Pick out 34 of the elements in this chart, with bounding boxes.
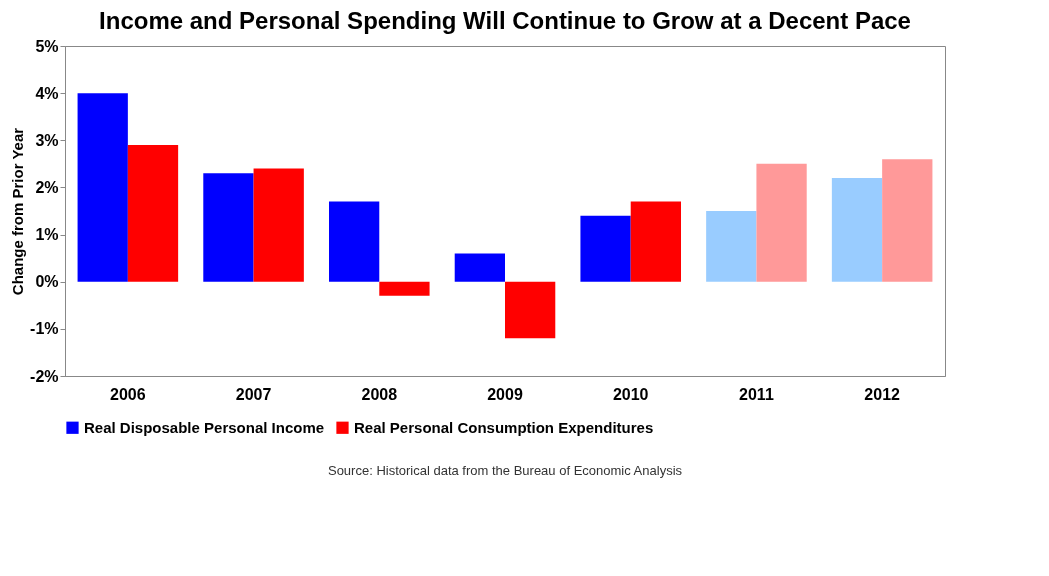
y-tick-label: 1% bbox=[35, 226, 59, 244]
legend-label: Real Personal Consumption Expenditures bbox=[354, 418, 654, 436]
bar bbox=[77, 93, 128, 282]
bar bbox=[329, 201, 380, 282]
bar bbox=[630, 201, 681, 282]
y-tick-label: -1% bbox=[30, 320, 59, 338]
bar bbox=[882, 159, 933, 282]
x-tick-label: 2009 bbox=[487, 385, 523, 403]
y-axis-title: Change from Prior Year bbox=[9, 127, 27, 296]
bar bbox=[127, 145, 179, 282]
y-tick-label: 4% bbox=[35, 84, 59, 102]
x-tick-label: 2011 bbox=[739, 385, 774, 403]
x-tick-label: 2010 bbox=[612, 385, 649, 403]
bar bbox=[831, 178, 883, 282]
bar bbox=[454, 253, 505, 282]
y-tick-label: 3% bbox=[35, 131, 59, 149]
x-tick-label: 2006 bbox=[110, 385, 146, 403]
chart-title: Income and Personal Spending Will Continue to Grow at a Decent Pace bbox=[99, 7, 911, 34]
y-tick-label: -2% bbox=[30, 367, 59, 385]
bar bbox=[505, 281, 556, 339]
bar bbox=[756, 163, 807, 282]
source-note: Source: Historical data from the Bureau of Economic Analysis bbox=[327, 463, 683, 478]
bar bbox=[203, 173, 254, 282]
y-tick-label: 2% bbox=[35, 178, 59, 196]
bar bbox=[580, 215, 631, 282]
x-tick-label: 2012 bbox=[864, 385, 901, 403]
y-tick-label: 5% bbox=[35, 37, 59, 55]
bar bbox=[379, 281, 430, 296]
x-tick-label: 2008 bbox=[361, 385, 398, 403]
bar bbox=[706, 211, 757, 282]
y-tick-label: 0% bbox=[35, 273, 59, 291]
legend-label: Real Disposable Personal Income bbox=[84, 418, 325, 436]
bar bbox=[253, 168, 304, 282]
x-tick-label: 2007 bbox=[235, 385, 272, 403]
